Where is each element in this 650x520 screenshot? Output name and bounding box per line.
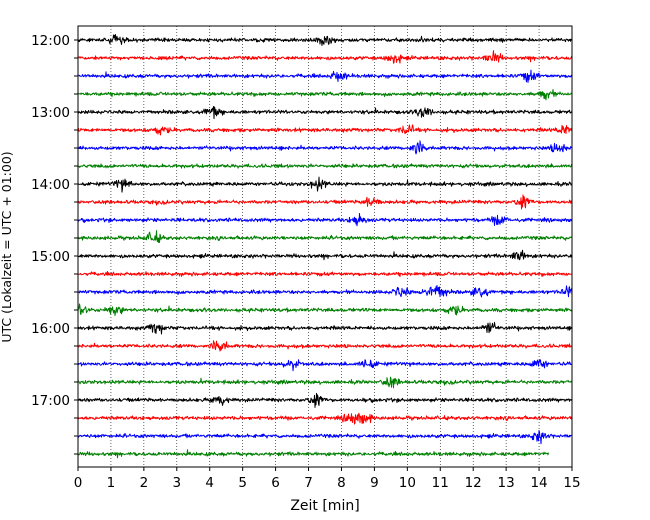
trace-line [77,34,573,47]
trace-line [77,213,573,227]
trace-line [77,340,573,352]
y-tick-label: 17:00 [31,393,70,409]
trace-line [77,69,573,83]
trace-line [77,359,573,372]
trace-line [77,89,573,101]
trace-line [77,194,573,210]
x-axis-title: Zeit [min] [290,498,359,514]
trace-line [77,429,573,445]
trace-line [77,270,573,278]
x-tick-label: 7 [304,475,313,491]
x-tick-label: 12 [465,475,482,491]
y-axis: 12:00 13:00 14:00 15:00 16:00 17:00 [31,33,78,455]
y-axis-title: UTC (Lokalzeit = UTC + 01:00) [0,151,14,342]
x-tick-label: 15 [563,475,580,491]
trace-line [77,303,573,317]
x-tick-label: 11 [432,475,449,491]
y-tick-label: 16:00 [31,321,70,337]
trace-line [77,124,573,136]
y-tick-label: 12:00 [31,33,70,49]
trace-layer [77,34,573,459]
trace-line [77,285,573,298]
x-tick-label: 1 [107,475,116,491]
y-tick-label: 13:00 [31,105,70,121]
trace-line [77,376,573,389]
x-tick-label: 3 [173,475,182,491]
y-tick-label: 14:00 [31,177,70,193]
x-tick-label: 2 [140,475,149,491]
trace-line [77,140,573,155]
trace-line [77,163,573,169]
x-tick-label: 4 [205,475,214,491]
trace-line [77,176,573,193]
x-tick-label: 6 [271,475,280,491]
x-tick-label: 0 [74,475,83,491]
x-tick-label: 10 [399,475,416,491]
trace-line [77,50,573,64]
trace-line [77,249,573,261]
x-axis: 0 1 2 3 4 5 6 7 8 9 10 11 12 13 14 15 [74,467,581,491]
x-tick-label: 14 [530,475,547,491]
x-tick-label: 13 [498,475,515,491]
y-tick-label: 15:00 [31,249,70,265]
trace-line [77,449,549,459]
x-tick-label: 8 [337,475,346,491]
trace-line [77,412,573,425]
x-tick-label: 5 [238,475,247,491]
x-tick-label: 9 [370,475,379,491]
plot-frame [77,25,573,468]
trace-line [77,392,573,408]
trace-line [77,105,573,120]
trace-line [77,230,573,243]
trace-line [77,321,573,335]
